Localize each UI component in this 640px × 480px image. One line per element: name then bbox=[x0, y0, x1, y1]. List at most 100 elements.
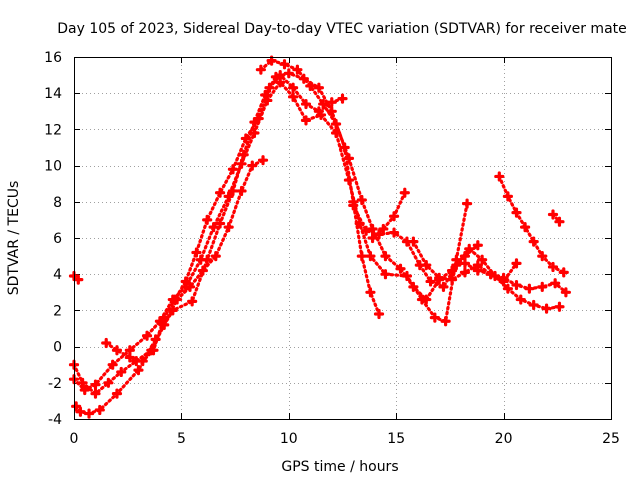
data-point bbox=[326, 97, 337, 108]
data-point bbox=[541, 303, 552, 314]
data-point bbox=[253, 113, 264, 124]
data-point bbox=[180, 276, 191, 287]
data-point bbox=[380, 269, 391, 280]
data-point bbox=[124, 352, 135, 363]
series-track-9 bbox=[497, 174, 566, 274]
plot-frame bbox=[74, 57, 612, 420]
data-point bbox=[223, 222, 234, 233]
chart-title: Day 105 of 2023, Sidereal Day-to-day VTE… bbox=[57, 21, 627, 37]
data-point bbox=[148, 345, 159, 356]
y-tick-label: 2 bbox=[53, 303, 62, 319]
data-point bbox=[343, 174, 355, 186]
y-tick-label: 10 bbox=[44, 159, 62, 175]
data-point bbox=[388, 211, 400, 222]
data-point bbox=[75, 406, 86, 417]
data-point bbox=[208, 222, 219, 233]
data-point bbox=[434, 272, 445, 283]
y-tick-label: 0 bbox=[53, 340, 62, 356]
data-point bbox=[227, 164, 239, 175]
data-point bbox=[440, 316, 451, 327]
data-point bbox=[356, 194, 367, 206]
data-point bbox=[264, 82, 275, 93]
data-point bbox=[472, 265, 483, 276]
data-point bbox=[537, 281, 548, 292]
data-point bbox=[558, 267, 569, 278]
data-point bbox=[111, 388, 123, 399]
data-point bbox=[477, 254, 488, 265]
series-track-2 bbox=[72, 80, 469, 392]
data-point bbox=[223, 191, 234, 202]
data-point bbox=[313, 82, 324, 93]
data-point bbox=[300, 98, 312, 110]
data-point bbox=[464, 243, 475, 254]
data-point bbox=[528, 236, 539, 247]
data-point bbox=[255, 64, 266, 75]
data-point bbox=[367, 232, 378, 244]
data-point bbox=[459, 267, 471, 278]
data-point bbox=[300, 115, 312, 126]
data-point bbox=[547, 209, 559, 220]
data-point bbox=[240, 133, 251, 144]
data-point bbox=[103, 377, 114, 388]
data-point bbox=[395, 263, 406, 274]
data-point bbox=[236, 185, 247, 197]
data-point bbox=[502, 191, 513, 202]
data-point bbox=[429, 312, 440, 323]
data-point bbox=[348, 200, 359, 211]
y-tick-labels: -4 -2 0 2 4 6 8 10 12 14 16 bbox=[44, 50, 62, 428]
grid-lines bbox=[74, 57, 611, 419]
data-series bbox=[68, 55, 571, 419]
x-tick-label: 20 bbox=[495, 431, 513, 447]
data-point bbox=[169, 294, 181, 305]
x-axis-label: GPS time / hours bbox=[281, 459, 398, 475]
data-point bbox=[451, 260, 462, 271]
data-point bbox=[133, 365, 144, 376]
data-point bbox=[266, 55, 277, 66]
data-point bbox=[313, 106, 324, 117]
y-tick-label: 8 bbox=[53, 195, 62, 211]
data-point bbox=[399, 187, 410, 198]
data-point bbox=[283, 68, 294, 79]
data-point bbox=[236, 158, 247, 169]
data-point bbox=[107, 359, 118, 370]
data-point bbox=[459, 258, 471, 269]
data-point bbox=[537, 251, 548, 262]
data-point bbox=[519, 222, 531, 233]
data-point bbox=[257, 155, 269, 166]
data-point bbox=[446, 274, 458, 285]
data-point bbox=[511, 207, 522, 218]
data-point bbox=[210, 251, 221, 262]
data-point bbox=[356, 251, 367, 262]
data-point bbox=[318, 98, 329, 110]
data-point bbox=[425, 276, 436, 287]
data-point bbox=[408, 236, 419, 247]
data-point bbox=[275, 70, 286, 81]
y-tick-label: 14 bbox=[44, 86, 62, 102]
data-point bbox=[187, 296, 198, 307]
data-point bbox=[421, 294, 432, 305]
data-point bbox=[472, 240, 483, 251]
data-point bbox=[197, 265, 208, 276]
data-point bbox=[249, 127, 260, 139]
data-point bbox=[498, 272, 509, 283]
data-point bbox=[195, 254, 206, 265]
data-point bbox=[73, 274, 84, 285]
data-point bbox=[380, 251, 391, 262]
data-point bbox=[554, 216, 565, 227]
data-point bbox=[292, 64, 303, 75]
data-point bbox=[83, 408, 95, 419]
data-point bbox=[365, 251, 376, 262]
data-point bbox=[388, 227, 400, 238]
data-point bbox=[337, 93, 348, 104]
data-point bbox=[184, 281, 196, 292]
x-tick-label: 10 bbox=[280, 431, 298, 447]
data-point bbox=[101, 337, 112, 349]
data-point bbox=[90, 388, 101, 399]
data-point bbox=[515, 294, 526, 305]
y-tick-label: -4 bbox=[48, 412, 62, 428]
y-axis-label: SDTVAR / TECUs bbox=[6, 181, 22, 296]
data-point bbox=[214, 187, 226, 198]
data-point bbox=[343, 153, 355, 164]
series-track-7 bbox=[371, 191, 407, 240]
data-point bbox=[79, 384, 90, 396]
